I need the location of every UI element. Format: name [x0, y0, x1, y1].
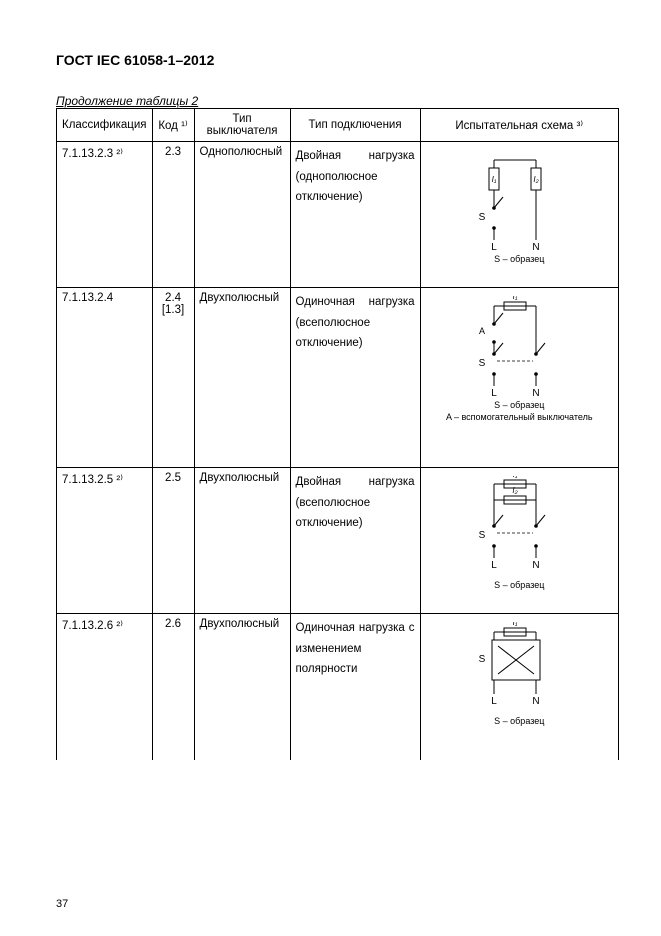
svg-text:L: L [491, 242, 497, 250]
cell-switch-type: Двухполюсный [194, 468, 290, 614]
table-header-row: Классификация Код ¹⁾ Тип выключателя Тип… [57, 109, 619, 142]
svg-text:I₂: I₂ [534, 175, 539, 184]
table-row: 7.1.13.2.6 ²⁾2.6ДвухполюсныйОдиночная на… [57, 614, 619, 760]
svg-text:I₂: I₂ [513, 486, 518, 495]
svg-text:S: S [479, 212, 486, 223]
cell-switch-type: Однополюсный [194, 142, 290, 288]
page-number: 37 [56, 898, 68, 910]
svg-text:L: L [491, 696, 497, 707]
svg-text:I₁: I₁ [513, 476, 518, 479]
th-connection: Тип подключения [290, 109, 420, 142]
cell-connection: Двойная нагрузка (всеполюсное отключение… [290, 468, 420, 614]
svg-text:N: N [533, 242, 540, 250]
cell-diagram: I₁I₂LNSS – образец [420, 142, 618, 288]
document-title: ГОСТ IEC 61058-1–2012 [56, 52, 619, 68]
cell-diagram: I₁ASLNS – образецA – вспомогательный вык… [420, 288, 618, 468]
cell-connection: Двойная нагрузка (однополюсное отключени… [290, 142, 420, 288]
cell-classification: 7.1.13.2.5 ²⁾ [57, 468, 153, 614]
svg-text:I₁: I₁ [513, 296, 518, 301]
table-row: 7.1.13.2.5 ²⁾2.5ДвухполюсныйДвойная нагр… [57, 468, 619, 614]
cell-classification: 7.1.13.2.6 ²⁾ [57, 614, 153, 760]
cell-diagram: I₁SLNS – образец [420, 614, 618, 760]
cell-classification: 7.1.13.2.3 ²⁾ [57, 142, 153, 288]
th-code: Код ¹⁾ [152, 109, 194, 142]
svg-text:A: A [479, 326, 485, 336]
table-row: 7.1.13.2.3 ²⁾2.3ОднополюсныйДвойная нагр… [57, 142, 619, 288]
cell-code: 2.4[1.3] [152, 288, 194, 468]
cell-code: 2.5 [152, 468, 194, 614]
svg-text:S: S [479, 358, 486, 369]
cell-classification: 7.1.13.2.4 [57, 288, 153, 468]
svg-text:N: N [533, 696, 540, 707]
svg-text:I₁: I₁ [513, 622, 518, 627]
svg-text:S: S [479, 654, 486, 665]
spec-table: Классификация Код ¹⁾ Тип выключателя Тип… [56, 108, 619, 760]
th-classification: Классификация [57, 109, 153, 142]
table-caption: Продолжение таблицы 2 [56, 94, 619, 108]
th-switch-type: Тип выключателя [194, 109, 290, 142]
th-scheme: Испытательная схема ³⁾ [420, 109, 618, 142]
cell-code: 2.6 [152, 614, 194, 760]
cell-connection: Одиночная нагрузка с изменением полярнос… [290, 614, 420, 760]
cell-switch-type: Двухполюсный [194, 288, 290, 468]
svg-text:S: S [479, 530, 486, 541]
cell-switch-type: Двухполюсный [194, 614, 290, 760]
svg-text:N: N [533, 388, 540, 396]
cell-diagram: I₁I₂SLNS – образец [420, 468, 618, 614]
svg-text:L: L [491, 388, 497, 396]
svg-text:N: N [533, 560, 540, 571]
table-row: 7.1.13.2.42.4[1.3]ДвухполюсныйОдиночная … [57, 288, 619, 468]
svg-text:L: L [491, 560, 497, 571]
cell-code: 2.3 [152, 142, 194, 288]
cell-connection: Одиночная нагрузка (всеполюсное отключен… [290, 288, 420, 468]
svg-text:I₁: I₁ [492, 175, 497, 184]
